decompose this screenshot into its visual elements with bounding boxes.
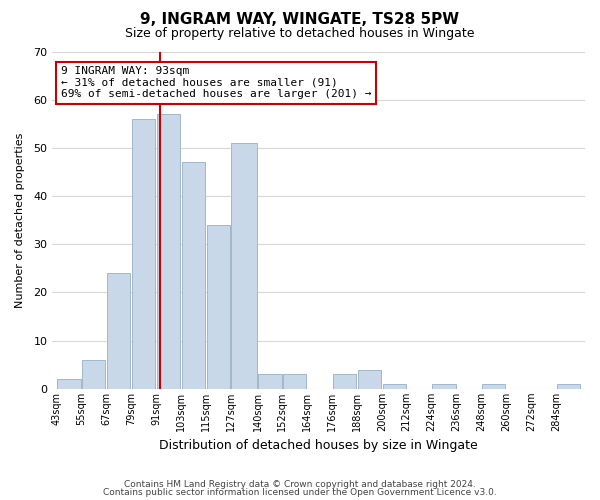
Bar — [82, 360, 106, 389]
Text: 9, INGRAM WAY, WINGATE, TS28 5PW: 9, INGRAM WAY, WINGATE, TS28 5PW — [140, 12, 460, 28]
Bar — [182, 162, 205, 389]
Bar — [232, 143, 257, 389]
Bar — [206, 225, 230, 389]
Bar — [107, 273, 130, 389]
Text: 9 INGRAM WAY: 93sqm
← 31% of detached houses are smaller (91)
69% of semi-detach: 9 INGRAM WAY: 93sqm ← 31% of detached ho… — [61, 66, 371, 99]
Text: Size of property relative to detached houses in Wingate: Size of property relative to detached ho… — [125, 28, 475, 40]
Bar — [433, 384, 455, 389]
Bar — [283, 374, 307, 389]
X-axis label: Distribution of detached houses by size in Wingate: Distribution of detached houses by size … — [159, 440, 478, 452]
Bar — [557, 384, 580, 389]
Bar — [132, 119, 155, 389]
Y-axis label: Number of detached properties: Number of detached properties — [15, 132, 25, 308]
Text: Contains HM Land Registry data © Crown copyright and database right 2024.: Contains HM Land Registry data © Crown c… — [124, 480, 476, 489]
Bar — [57, 379, 80, 389]
Bar — [333, 374, 356, 389]
Bar — [482, 384, 505, 389]
Bar — [358, 370, 381, 389]
Bar — [259, 374, 281, 389]
Text: Contains public sector information licensed under the Open Government Licence v3: Contains public sector information licen… — [103, 488, 497, 497]
Bar — [157, 114, 180, 389]
Bar — [383, 384, 406, 389]
